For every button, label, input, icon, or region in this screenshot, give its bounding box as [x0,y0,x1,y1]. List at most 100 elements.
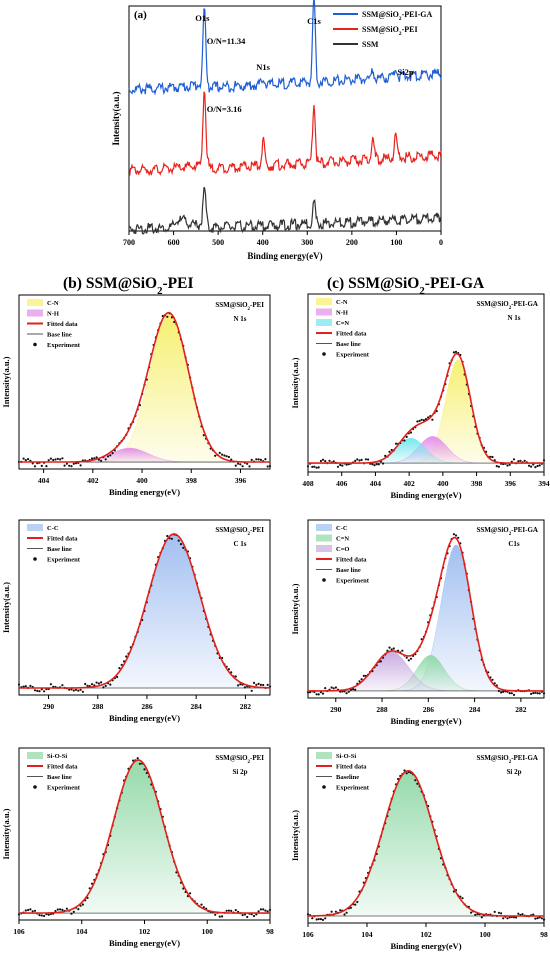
experiment-point [512,693,516,697]
experiment-point [332,687,335,690]
experiment-point [143,768,146,771]
experiment-point [90,457,94,460]
experiment-point [452,351,455,354]
experiment-point [259,683,262,687]
experiment-point [243,686,246,689]
legend-swatch [316,752,332,759]
x-tick-label: 98 [266,927,274,936]
x-tick-label: 394 [538,479,550,488]
experiment-point [257,682,260,686]
x-tick-label: 398 [471,479,483,488]
chart-a: 700 600 500 400 300 200 100 0 Binding energy(eV)… [111,0,443,261]
legend-label: SSM@SiO2-PEI-GA [362,10,432,22]
experiment-point [345,911,348,914]
annotation: O/N=3.16 [207,104,242,114]
x-tick-label: 284 [191,702,203,711]
experiment-point [252,914,256,918]
experiment-point [497,911,500,914]
experiment-point [250,689,253,692]
experiment-point [255,458,258,461]
x-axis-label: Binding energy(eV) [390,716,461,726]
experiment-point [431,418,434,421]
chart-subtitle: C 1s [233,540,246,548]
x-tick-label: 400 [136,476,148,485]
legend-label: C-C [336,525,348,532]
y-axis-label: Intensity(a.u.) [290,357,300,408]
experiment-point [474,913,477,916]
experiment-point [33,465,37,468]
experiment-point [170,537,173,540]
experiment-point [321,918,325,922]
y-axis-label: Intensity(a.u.) [1,582,11,633]
experiment-point [54,909,57,913]
legend-label: Experiment [336,352,370,359]
experiment-point [125,655,128,658]
chart-title: SSM@SiO2-PEI-GA [477,526,538,537]
experiment-point [358,459,361,462]
legend-label: SSM [362,40,379,49]
legend-swatch [27,524,43,531]
experiment-point [266,683,269,687]
experiment-point [104,458,107,461]
experiment-point [138,762,141,765]
experiment-point [49,457,53,460]
x-tick-label: 402 [404,479,416,488]
x-axis-label: Binding energy(eV) [390,941,461,951]
experiment-point [22,457,25,460]
experiment-point [452,533,455,536]
legend-label: Baseline [336,774,359,781]
experiment-point [177,539,180,542]
experiment-point [250,458,253,461]
experiment-point [27,908,30,912]
x-tick-label: 102 [139,927,151,936]
experiment-point [345,463,348,466]
x-tick-label: 286 [141,702,153,711]
legend-swatch [316,308,332,316]
experiment-point [230,909,233,913]
legend-swatch [27,309,43,317]
experiment-point [317,918,320,921]
legend-label: Experiment [47,785,81,792]
experiment-point [132,759,135,762]
legend-label: C=N [336,536,349,543]
experiment-point [262,908,265,911]
legend-label: Experiment [336,785,370,792]
fitted-curve [19,759,270,914]
experiment-point [319,459,322,463]
x-tick-label: 282 [515,705,527,714]
experiment-point [315,918,318,921]
experiment-point [388,450,391,453]
experiment-point [384,454,387,457]
experiment-point [95,681,98,684]
experiment-point [259,908,262,911]
experiment-point [182,546,185,550]
legend-label: Fitted data [336,331,367,338]
x-axis-label: Binding energy(eV) [109,938,180,948]
x-axis-label: Binding energy(eV) [109,713,180,723]
experiment-point [22,685,25,688]
experiment-point [349,906,352,909]
experiment-point [542,918,546,921]
experiment-point [502,690,505,694]
experiment-point [457,536,460,539]
x-tick-label: 396 [235,476,247,485]
experiment-point [321,692,325,695]
experiment-point [538,464,541,467]
chart-title: SSM@SiO2-PEI [215,301,264,312]
experiment-point [356,458,359,461]
experiment-point [315,693,318,696]
experiment-point [118,667,121,670]
experiment-point [225,909,228,912]
experiment-point [405,435,408,438]
experiment-point [364,458,367,461]
chart-subtitle: Si 2p [507,768,522,776]
experiment-point [311,465,314,468]
chart-c-c1s: 290 288 286 284 282 Binding energy(eV) Intensi… [290,519,546,726]
y-axis-label: Intensity(a.u.) [1,808,11,859]
experiment-point [218,451,221,454]
experiment-point [414,779,417,782]
legend-label: C-C [47,525,59,532]
experiment-point [259,458,262,461]
experiment-point [255,683,258,686]
